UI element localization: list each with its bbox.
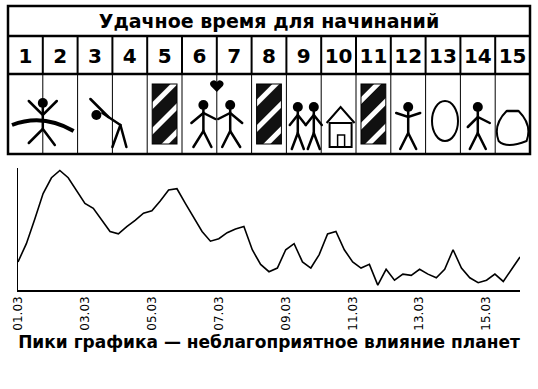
- svg-text:14: 14: [464, 44, 492, 68]
- svg-text:7: 7: [227, 44, 241, 68]
- svg-text:Удачное время для начинаний: Удачное время для начинаний: [99, 10, 439, 32]
- svg-text:11: 11: [359, 44, 387, 68]
- svg-text:01.03: 01.03: [11, 296, 25, 330]
- svg-text:Пики графика — неблагоприятное: Пики графика — неблагоприятное влияние п…: [18, 332, 520, 352]
- svg-text:13: 13: [429, 44, 457, 68]
- svg-text:8: 8: [262, 44, 276, 68]
- svg-text:12: 12: [394, 44, 422, 68]
- svg-text:13.03: 13.03: [413, 296, 427, 330]
- svg-text:2: 2: [53, 44, 67, 68]
- svg-text:5: 5: [158, 44, 172, 68]
- svg-text:11.03: 11.03: [346, 296, 360, 330]
- svg-text:03.03: 03.03: [78, 296, 92, 330]
- svg-text:15.03: 15.03: [479, 296, 493, 330]
- svg-text:15: 15: [499, 44, 527, 68]
- svg-text:1: 1: [18, 44, 32, 68]
- svg-text:07.03: 07.03: [212, 296, 226, 330]
- svg-text:10: 10: [325, 44, 353, 68]
- svg-text:6: 6: [192, 44, 206, 68]
- svg-text:05.03: 05.03: [145, 296, 159, 330]
- svg-text:09.03: 09.03: [279, 296, 293, 330]
- svg-text:4: 4: [123, 44, 137, 68]
- svg-text:9: 9: [297, 44, 311, 68]
- svg-text:3: 3: [88, 44, 102, 68]
